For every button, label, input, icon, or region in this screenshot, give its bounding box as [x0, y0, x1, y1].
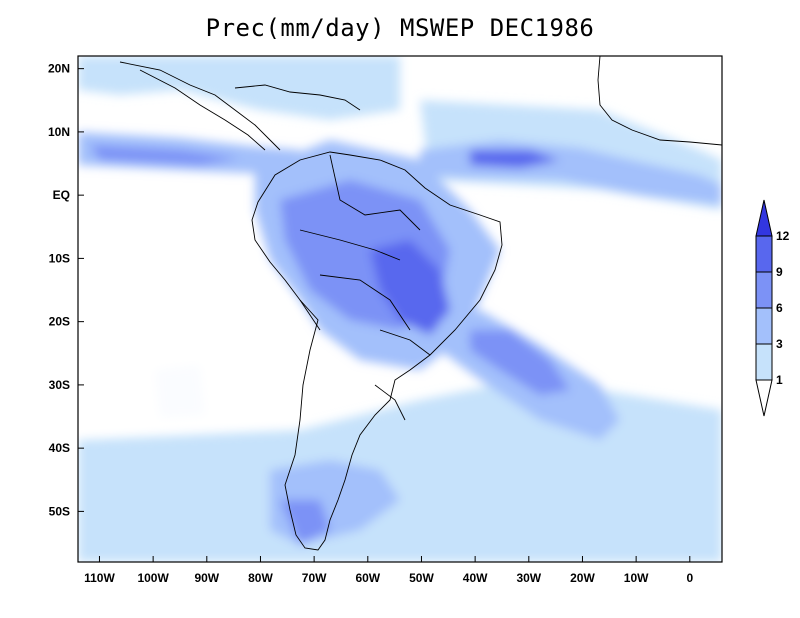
x-tick-label: 100W [137, 571, 169, 585]
x-tick-label: 10W [624, 571, 649, 585]
colorbar-level-label: 1 [776, 373, 783, 387]
x-tick-label: 30W [516, 571, 541, 585]
colorbar-level-label: 3 [776, 337, 783, 351]
x-tick-label: 50W [409, 571, 434, 585]
x-tick-label: 70W [302, 571, 327, 585]
colorbar-swatch [755, 343, 773, 381]
colorbar-level-label: 6 [776, 301, 783, 315]
map-title: Prec(mm/day) MSWEP DEC1986 [205, 14, 595, 42]
colorbar-level-label: 12 [776, 229, 790, 243]
precip-field [78, 56, 722, 562]
x-tick-label: 80W [248, 571, 273, 585]
x-tick-label: 60W [355, 571, 380, 585]
y-tick-label: 40S [49, 441, 70, 455]
x-tick-label: 0 [686, 571, 693, 585]
colorbar-swatch [755, 307, 773, 345]
y-tick-label: EQ [53, 188, 70, 202]
colorbar-max-triangle [755, 199, 773, 237]
colorbar: 1 3 6 9 12 [755, 199, 790, 417]
africa-coastline [597, 56, 722, 146]
y-tick-label: 10S [49, 251, 70, 265]
colorbar-min-triangle [755, 379, 773, 417]
x-tick-label: 40W [463, 571, 488, 585]
colorbar-swatch [755, 271, 773, 309]
x-tick-label: 90W [194, 571, 219, 585]
south-america-coastline [251, 151, 503, 551]
coastlines [119, 56, 722, 551]
y-tick-label: 20S [49, 315, 70, 329]
x-tick-label: 20W [570, 571, 595, 585]
y-tick-label: 10N [48, 125, 70, 139]
y-tick-label: 30S [49, 378, 70, 392]
x-tick-label: 110W [84, 571, 115, 585]
colorbar-swatch [755, 235, 773, 273]
y-tick-label: 50S [49, 504, 70, 518]
central-america-coastline [119, 61, 281, 151]
y-tick-label: 20N [48, 62, 70, 76]
colorbar-level-label: 9 [776, 265, 783, 279]
map-frame [77, 55, 723, 563]
